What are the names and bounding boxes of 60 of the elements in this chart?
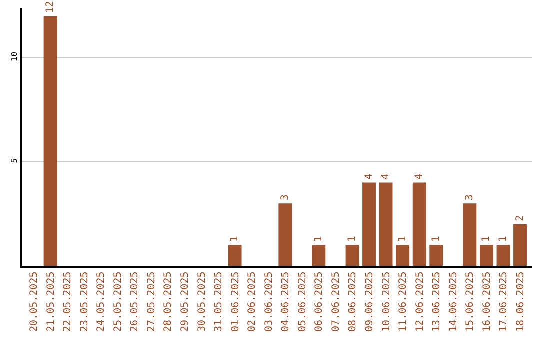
y-tick-label: 10 xyxy=(10,52,20,62)
data-label: 2 xyxy=(514,215,526,222)
x-tick-label: 01.06.2025 xyxy=(230,272,242,332)
bar xyxy=(312,245,326,266)
x-tick-label: 21.05.2025 xyxy=(46,272,57,332)
x-tick-label: 20.05.2025 xyxy=(28,272,40,332)
data-label: 1 xyxy=(313,236,324,242)
x-tick-label: 29.05.2025 xyxy=(180,272,191,332)
x-tick-label: 18.06.2025 xyxy=(516,272,527,332)
x-tick-label: 17.06.2025 xyxy=(498,272,510,332)
x-tick-label: 27.05.2025 xyxy=(146,272,158,332)
x-tick-label: 26.05.2025 xyxy=(130,272,141,332)
x-tick-label: 30.05.2025 xyxy=(196,272,208,332)
bar xyxy=(430,245,444,266)
x-tick-label: 24.05.2025 xyxy=(96,272,108,332)
bar xyxy=(44,16,58,266)
data-label: 1 xyxy=(481,236,492,242)
data-label: 12 xyxy=(45,1,56,14)
x-tick-label: 22.05.2025 xyxy=(62,272,74,332)
bar xyxy=(228,245,242,266)
y-tick-label: 5 xyxy=(10,158,20,164)
x-tick-label: 15.06.2025 xyxy=(465,272,476,332)
x-tick-label: 07.06.2025 xyxy=(330,272,342,332)
data-label: 3 xyxy=(464,194,476,201)
x-tick-label: 06.06.2025 xyxy=(314,272,326,332)
x-tick-label: 12.06.2025 xyxy=(414,272,426,332)
bar xyxy=(396,245,410,266)
bar xyxy=(514,224,527,266)
bar xyxy=(480,245,494,266)
data-label: 1 xyxy=(346,236,358,242)
bar xyxy=(379,182,393,266)
x-tick-label: 14.06.2025 xyxy=(448,272,460,332)
data-label: 4 xyxy=(364,174,375,180)
x-tick-label: 23.05.2025 xyxy=(79,272,90,332)
x-tick-label: 11.06.2025 xyxy=(398,272,410,332)
data-label: 1 xyxy=(397,236,408,242)
bar xyxy=(346,245,360,266)
x-tick-label: 09.06.2025 xyxy=(364,272,376,332)
x-tick-label: 25.05.2025 xyxy=(112,272,124,332)
bar xyxy=(496,245,510,266)
bar xyxy=(463,204,477,266)
x-tick-label: 10.06.2025 xyxy=(381,272,392,332)
bar xyxy=(412,182,426,266)
x-tick-label: 31.05.2025 xyxy=(214,272,225,332)
data-label: 4 xyxy=(380,174,392,180)
data-label: 3 xyxy=(280,194,291,201)
x-tick-label: 16.06.2025 xyxy=(482,272,493,332)
data-label: 1 xyxy=(430,236,442,242)
x-tick-label: 05.06.2025 xyxy=(297,272,308,332)
x-tick-label: 03.06.2025 xyxy=(264,272,275,332)
data-label: 4 xyxy=(414,174,426,180)
bar xyxy=(278,204,292,266)
x-tick-label: 08.06.2025 xyxy=(348,272,359,332)
x-tick-label: 13.06.2025 xyxy=(432,272,443,332)
bar xyxy=(362,182,376,266)
x-tick-label: 04.06.2025 xyxy=(280,272,292,332)
data-label: 1 xyxy=(498,236,509,242)
x-tick-label: 02.06.2025 xyxy=(247,272,258,332)
data-label: 1 xyxy=(230,236,241,242)
x-tick-label: 28.05.2025 xyxy=(163,272,174,332)
